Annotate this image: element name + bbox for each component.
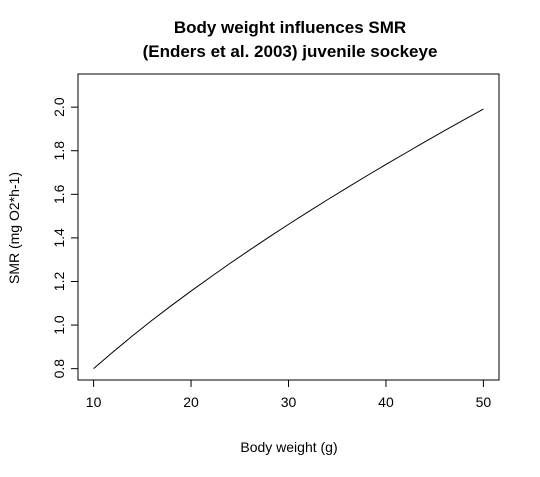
chart-subtitle: (Enders et al. 2003) juvenile sockeye	[143, 42, 438, 61]
y-tick-label: 1.6	[51, 184, 67, 204]
y-tick-label: 1.4	[51, 228, 67, 248]
x-tick-label: 30	[281, 394, 297, 410]
x-axis: 10 20 30 40 50	[86, 379, 492, 410]
y-tick-label: 1.0	[51, 315, 67, 335]
x-tick-label: 10	[86, 394, 102, 410]
y-tick-label: 1.8	[51, 141, 67, 161]
x-axis-label: Body weight (g)	[240, 439, 337, 455]
y-tick-label: 1.2	[51, 272, 67, 292]
x-tick-label: 20	[183, 394, 199, 410]
x-tick-label: 40	[378, 394, 394, 410]
y-tick-label: 2.0	[51, 97, 67, 117]
y-axis-label: SMR (mg O2*h-1)	[6, 172, 22, 284]
plot-area-frame	[77, 73, 500, 381]
chart-title: Body weight influences SMR	[174, 18, 406, 37]
y-axis: 0.8 1.0 1.2 1.4 1.6 1.8 2.0	[51, 97, 79, 379]
smr-line	[93, 108, 484, 370]
x-tick-label: 50	[476, 394, 492, 410]
y-tick-label: 0.8	[51, 359, 67, 379]
